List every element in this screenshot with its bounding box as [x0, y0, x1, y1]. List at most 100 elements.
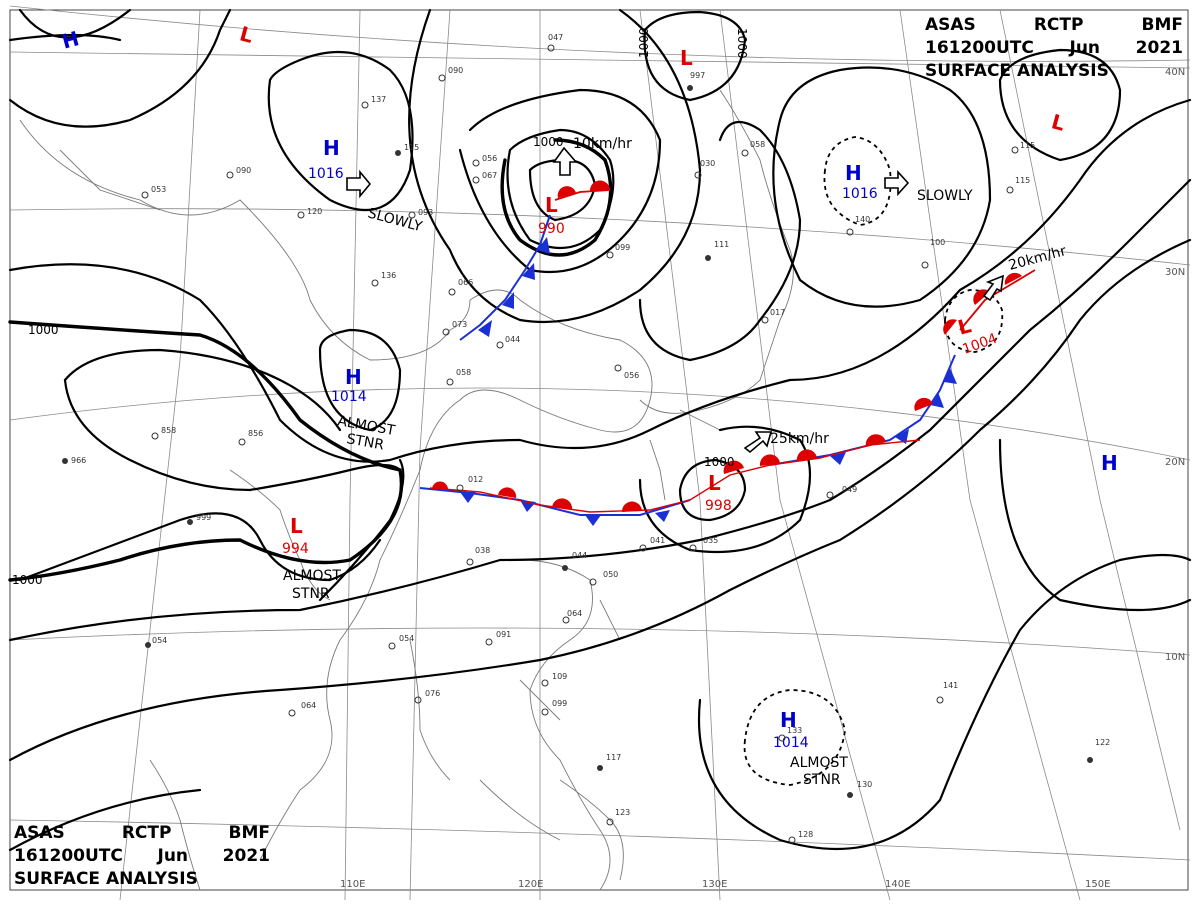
lon-label-110e: 110E	[340, 879, 365, 890]
station-plot: 058	[741, 140, 765, 157]
isobar-label-1000-west: 1000	[28, 323, 59, 337]
isobars-1000	[8, 138, 613, 582]
station-pressure: 054	[399, 634, 414, 643]
speed-label-998: 25km/hr	[770, 431, 829, 447]
station-pressure: 076	[425, 689, 440, 698]
lon-label-150e: 150E	[1085, 879, 1110, 890]
station-pressure: 050	[603, 570, 618, 579]
arrow-low-990	[552, 146, 578, 176]
station-plot: 044	[562, 551, 587, 571]
station-pressure: 093	[418, 208, 433, 217]
station-pressure: 064	[567, 609, 582, 618]
lon-label-140e: 140E	[885, 879, 910, 890]
header-station: RCTP	[121, 823, 172, 843]
station-pressure: 128	[798, 830, 813, 839]
station-pressure: 115	[1015, 176, 1030, 185]
station-pressure: 030	[700, 159, 715, 168]
header-line-1: ASAS RCTP BMF	[14, 822, 270, 845]
isobars	[8, 8, 1192, 852]
station-pressure: 130	[857, 780, 872, 789]
station-plot: 044	[496, 335, 520, 349]
station-plot: 093	[408, 208, 433, 219]
station-plot: 099	[606, 243, 630, 259]
movement-arrows	[346, 146, 1004, 454]
station-plot: 999	[187, 513, 211, 525]
station-plot: 100	[921, 238, 945, 269]
almost-stnr-2-line2: STNR	[292, 586, 330, 602]
lon-label-130e: 130E	[702, 879, 727, 890]
isobar-label-1000-north: 1000	[637, 27, 651, 58]
lat-label-40n: 40N	[1165, 67, 1185, 78]
arrow-high-east	[884, 169, 910, 197]
high-value-1014-south: 1014	[773, 735, 809, 751]
station-pressure: 058	[750, 140, 765, 149]
station-pressure: 066	[458, 278, 473, 287]
low-symbol-north: L	[237, 21, 256, 48]
station-pressure: 115	[1020, 141, 1035, 150]
header-agency: ASAS	[925, 15, 976, 35]
almost-stnr-1-line2: STNR	[345, 431, 385, 453]
station-pressure: 123	[615, 808, 630, 817]
station-pressure: 090	[448, 66, 463, 75]
low-value-994: 994	[282, 541, 309, 557]
slowly-label-west: SLOWLY	[366, 205, 424, 235]
map-frame	[9, 9, 1189, 891]
station-plot: 117	[597, 753, 621, 771]
dashed-isobars	[743, 136, 1004, 786]
station-plot: 997	[687, 71, 705, 91]
coastlines	[19, 89, 794, 891]
station-plot: 090	[226, 166, 251, 179]
header-year: 2021	[1135, 38, 1183, 58]
almost-stnr-3-line2: STNR	[803, 772, 841, 788]
station-plot: 017	[761, 308, 785, 324]
high-value-1014-west: 1014	[331, 389, 367, 405]
low-value-990: 990	[538, 221, 565, 237]
station-pressure: 067	[482, 171, 497, 180]
station-plot: 076	[414, 689, 440, 704]
station-pressure: 115	[404, 143, 419, 152]
isobar-label-1000-taiwan: 1000	[704, 455, 735, 469]
station-pressure: 099	[552, 699, 567, 708]
high-symbol-1016-east: H	[845, 161, 862, 185]
station-pressure: 111	[714, 240, 729, 249]
lat-label-30n: 30N	[1165, 267, 1185, 278]
station-plot: 137	[361, 95, 386, 109]
high-symbol-1014-south: H	[780, 708, 797, 732]
station-plot: 058	[446, 368, 471, 386]
cold-front-north	[459, 214, 551, 341]
station-pressure: 058	[456, 368, 471, 377]
station-pressure: 999	[196, 513, 211, 522]
high-value-1016-west: 1016	[308, 166, 344, 182]
station-plot: 035	[689, 536, 718, 552]
header-line-1: ASAS RCTP BMF	[925, 14, 1183, 37]
low-symbol-998: L	[708, 471, 721, 495]
isobar-labels: 1000 1000 1000 1000 1000 1000	[12, 27, 749, 587]
chart-header-bottom-left: ASAS RCTP BMF 161200UTC Jun 2021 SURFACE…	[14, 822, 270, 891]
station-pressure: 073	[452, 320, 467, 329]
station-plot: 030	[694, 159, 715, 179]
high-symbol-nw: H	[59, 26, 81, 54]
low-centers: L L L 990 L L 1004 L 998 L 994	[237, 21, 1068, 557]
station-plots: 047 090 137 115 056 067 093 120 090 053 …	[62, 33, 1110, 844]
chart-header-top-right: ASAS RCTP BMF 161200UTC Jun 2021 SURFACE…	[925, 14, 1183, 83]
station-plot: 122	[1087, 738, 1110, 763]
station-plot: 050	[589, 570, 618, 586]
station-plot: 115	[395, 143, 419, 156]
high-symbol-east: H	[1101, 451, 1118, 475]
station-pressure: 100	[930, 238, 945, 247]
header-code: BMF	[1141, 15, 1184, 35]
station-plot: 056	[614, 364, 639, 380]
high-symbol-1014-west: H	[345, 365, 362, 389]
station-pressure: 047	[548, 33, 563, 42]
station-pressure: 090	[236, 166, 251, 175]
station-pressure: 053	[151, 185, 166, 194]
station-pressure: 012	[468, 475, 483, 484]
station-pressure: 035	[703, 536, 718, 545]
station-pressure: 064	[301, 701, 316, 710]
station-plot: 133	[778, 726, 802, 742]
station-pressure: 117	[606, 753, 621, 762]
station-plot: 067	[472, 171, 497, 184]
station-plot: 136	[371, 271, 396, 287]
high-value-1016-east: 1016	[842, 186, 878, 202]
